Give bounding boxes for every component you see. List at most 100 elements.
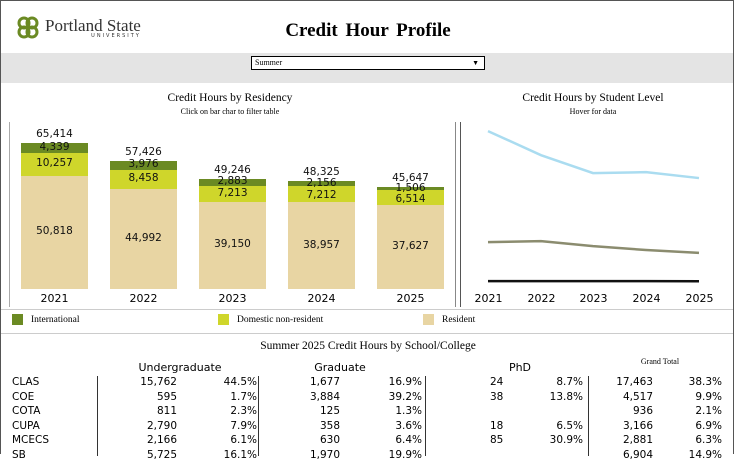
table-cell: 44.5% (177, 376, 257, 388)
table-cell: 4,517 (573, 391, 653, 403)
table-cell: 15,762 (97, 376, 177, 388)
row-label: CLAS (12, 376, 39, 388)
table-cell: 38 (490, 391, 503, 403)
table-cell: 6,904 (573, 449, 653, 461)
bar-data-label: 38,957 (288, 239, 355, 251)
term-select[interactable]: Summer ▼ (251, 56, 485, 70)
table-cell: 6.4% (342, 434, 422, 446)
bar-data-label: 10,257 (21, 157, 88, 169)
table-cell: 6.5% (503, 420, 583, 432)
divider (1, 309, 733, 310)
legend-label: Domestic non-resident (237, 315, 323, 325)
legend-swatch (218, 314, 229, 325)
level-series-line[interactable] (488, 241, 699, 253)
x-tick-label: 2024 (288, 292, 355, 305)
table-cell: 2,790 (97, 420, 177, 432)
bar-total-label: 45,647 (377, 172, 444, 184)
table-cell: 125 (260, 405, 340, 417)
column-divider (258, 376, 259, 456)
level-line-chart (458, 118, 728, 293)
column-header: Graduate (290, 361, 390, 374)
table-cell: 2,166 (97, 434, 177, 446)
level-series-line[interactable] (488, 131, 699, 178)
bar-data-label: 3,976 (110, 158, 177, 170)
x-tick-label: 2023 (199, 292, 266, 305)
bar-total-label: 48,325 (288, 166, 355, 178)
table-cell: 1.3% (342, 405, 422, 417)
level-chart-subtitle: Hover for data (458, 107, 728, 116)
divider (1, 333, 733, 334)
table-cell: 24 (490, 376, 503, 388)
table-cell: 9.9% (642, 391, 722, 403)
x-tick-label: 2025 (666, 292, 733, 305)
x-tick-label: 2025 (377, 292, 444, 305)
bar-total-label: 65,414 (21, 128, 88, 140)
bar-data-label: 37,627 (377, 240, 444, 252)
bar-total-label: 49,246 (199, 164, 266, 176)
bar-data-label: 4,339 (21, 141, 88, 153)
term-select-value: Summer (255, 58, 282, 67)
bar-data-label: 39,150 (199, 238, 266, 250)
legend-item[interactable]: International (12, 314, 80, 325)
level-chart-title: Credit Hours by Student Level (458, 92, 728, 104)
table-cell: 2.3% (177, 405, 257, 417)
table-cell: 630 (260, 434, 340, 446)
residency-chart-subtitle: Click on bar char to filter table (10, 107, 450, 116)
left-divider (9, 122, 10, 307)
bar-data-label: 7,212 (288, 189, 355, 201)
dropdown-arrow-icon: ▼ (472, 57, 479, 69)
table-cell: 936 (573, 405, 653, 417)
bar-data-label: 7,213 (199, 187, 266, 199)
table-cell: 30.9% (503, 434, 583, 446)
column-header: PhD (470, 361, 570, 374)
table-cell: 595 (97, 391, 177, 403)
row-label: COTA (12, 405, 40, 417)
table-cell: 1,677 (260, 376, 340, 388)
chart-divider (455, 122, 456, 307)
bar-total-label: 57,426 (110, 146, 177, 158)
table-cell: 3,884 (260, 391, 340, 403)
legend-swatch (423, 314, 434, 325)
bar-data-label: 2,156 (288, 177, 355, 189)
table-cell: 16.9% (342, 376, 422, 388)
legend-label: International (31, 315, 80, 325)
table-cell: 8.7% (503, 376, 583, 388)
table-cell: 358 (260, 420, 340, 432)
x-tick-label: 2021 (21, 292, 88, 305)
legend-label: Resident (442, 315, 475, 325)
column-header: Undergraduate (120, 361, 240, 374)
table-cell: 7.9% (177, 420, 257, 432)
table-title: Summer 2025 Credit Hours by School/Colle… (0, 340, 736, 352)
row-label: SB (12, 449, 26, 461)
table-cell: 2.1% (642, 405, 722, 417)
bar-data-label: 2,883 (199, 175, 266, 187)
legend-swatch (12, 314, 23, 325)
legend-item[interactable]: Resident (423, 314, 475, 325)
table-cell: 2,881 (573, 434, 653, 446)
column-header: Grand Total (610, 357, 710, 366)
table-cell: 1.7% (177, 391, 257, 403)
legend-item[interactable]: Domestic non-resident (218, 314, 323, 325)
table-cell: 6.1% (177, 434, 257, 446)
row-label: COE (12, 391, 34, 403)
bar-data-label: 50,818 (21, 225, 88, 237)
bar-data-label: 6,514 (377, 193, 444, 205)
bar-data-label: 44,992 (110, 232, 177, 244)
table-cell: 18 (490, 420, 503, 432)
bar-data-label: 8,458 (110, 172, 177, 184)
residency-chart-title: Credit Hours by Residency (10, 92, 450, 104)
table-cell: 17,463 (573, 376, 653, 388)
table-cell: 3,166 (573, 420, 653, 432)
table-cell: 3.6% (342, 420, 422, 432)
table-cell: 19.9% (342, 449, 422, 461)
table-cell: 13.8% (503, 391, 583, 403)
x-tick-label: 2022 (110, 292, 177, 305)
table-cell: 14.9% (642, 449, 722, 461)
table-cell: 85 (490, 434, 503, 446)
table-cell: 6.9% (642, 420, 722, 432)
table-cell: 811 (97, 405, 177, 417)
row-label: CUPA (12, 420, 40, 432)
table-cell: 38.3% (642, 376, 722, 388)
table-cell: 6.3% (642, 434, 722, 446)
table-cell: 16.1% (177, 449, 257, 461)
